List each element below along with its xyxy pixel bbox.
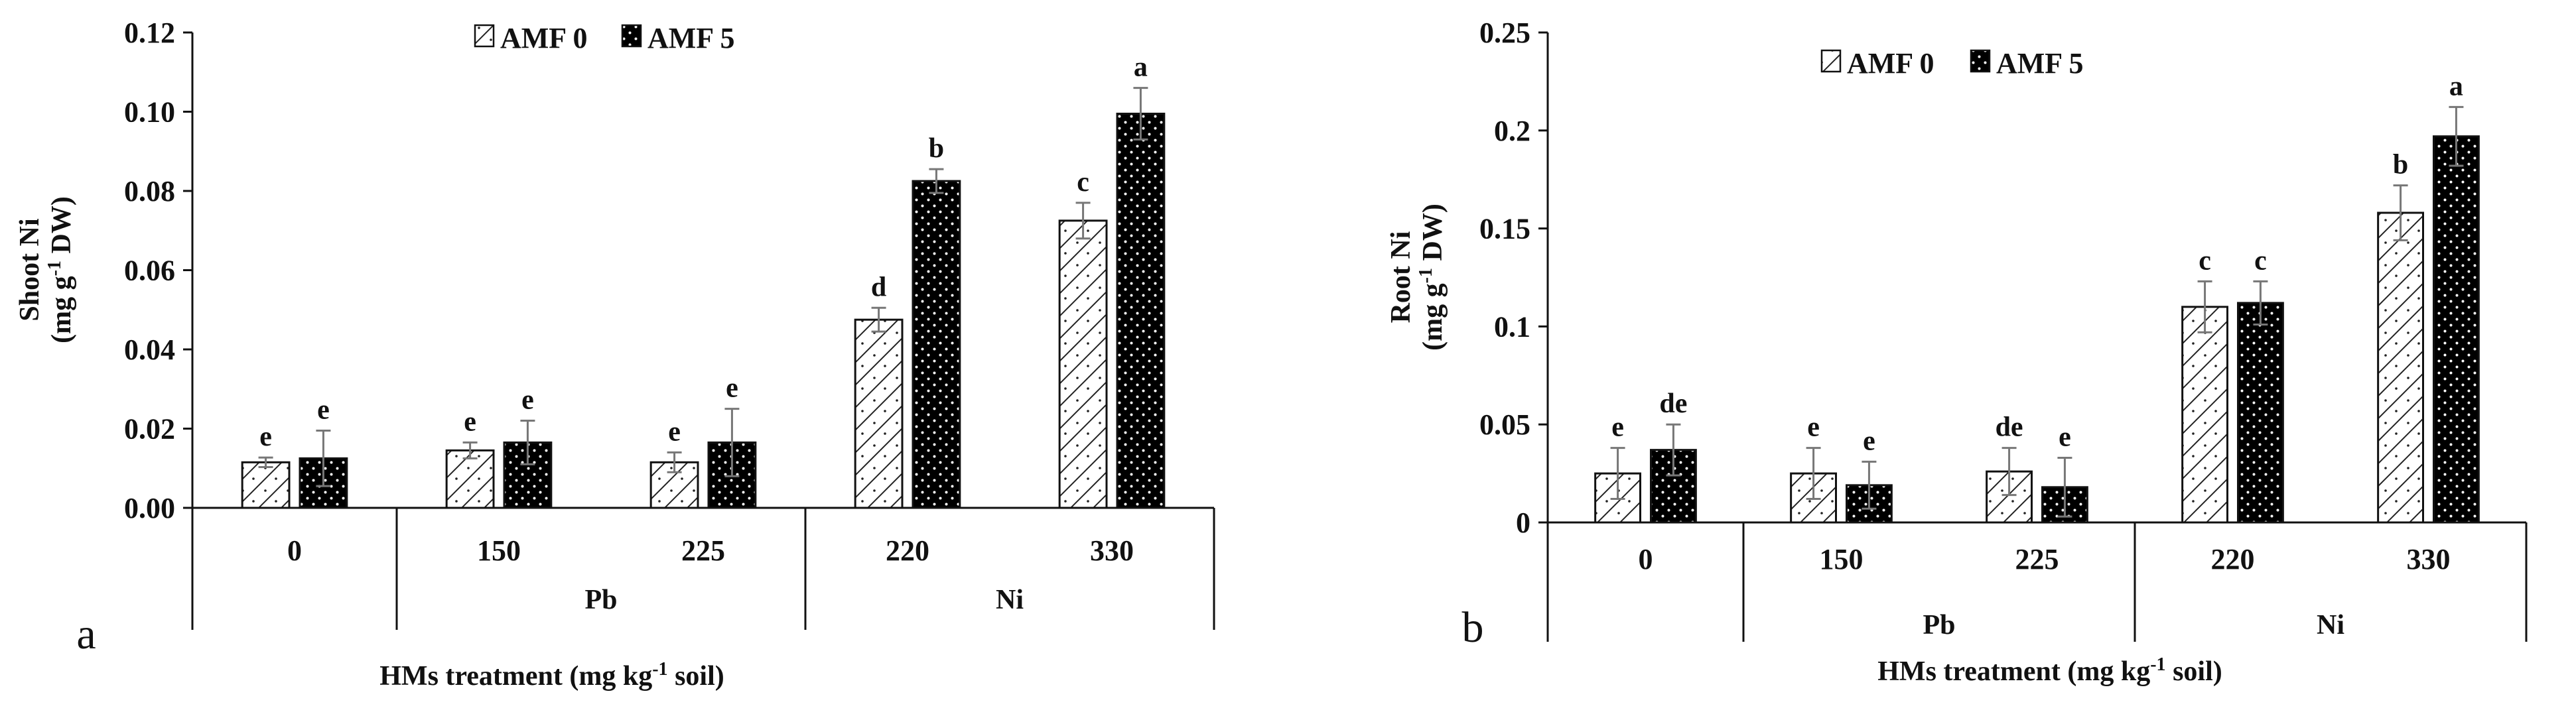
y-tick-label: 0.25 bbox=[1479, 17, 1530, 49]
group-label: Pb bbox=[584, 585, 617, 615]
y-tick-label: 0.2 bbox=[1494, 115, 1530, 147]
bar bbox=[2237, 302, 2284, 524]
category-label: 150 bbox=[1820, 543, 1864, 575]
panel-label: a bbox=[76, 610, 96, 658]
y-axis-label-line1: Root Ni bbox=[1386, 231, 1416, 323]
group-label: Pb bbox=[1923, 610, 1955, 640]
bar bbox=[854, 318, 904, 509]
legend-swatch bbox=[1820, 49, 1842, 73]
chart-panel-b: 0 0.05 0.1 0.15 0.2 0.25 0 150 225 220 330 Pb Ni e e de… bbox=[1386, 17, 2528, 688]
significance-label: e bbox=[1807, 412, 1820, 443]
x-axis-label: HMs treatment (mg kg-1 soil) bbox=[1877, 654, 2222, 688]
y-tick-label: 0.00 bbox=[124, 492, 175, 524]
bar bbox=[1986, 470, 2033, 524]
y-tick-label: 0.12 bbox=[124, 17, 175, 49]
significance-label: c bbox=[2254, 245, 2267, 276]
legend-label: AMF 0 bbox=[500, 22, 588, 54]
bar bbox=[1058, 219, 1108, 509]
y-tick-label: 0.04 bbox=[124, 333, 175, 366]
category-label: 0 bbox=[1639, 543, 1653, 575]
significance-label: a bbox=[1134, 52, 1148, 83]
significance-label: b bbox=[2393, 150, 2408, 180]
y-tick-label: 0.08 bbox=[124, 175, 175, 208]
significance-label: a bbox=[2449, 71, 2463, 101]
significance-label: e bbox=[726, 373, 738, 404]
significance-label: e bbox=[259, 422, 272, 452]
significance-label: e bbox=[521, 385, 534, 416]
legend-label: AMF 0 bbox=[1847, 47, 1934, 80]
category-label: 0 bbox=[287, 534, 302, 567]
y-axis-label-line1: Shoot Ni bbox=[15, 218, 45, 322]
bar bbox=[445, 449, 495, 509]
bar bbox=[2181, 306, 2228, 524]
group-label: Ni bbox=[2317, 610, 2344, 640]
significance-label: e bbox=[2059, 422, 2071, 452]
y-tick-label: 0.05 bbox=[1479, 408, 1530, 441]
legend-label: AMF 5 bbox=[1996, 47, 2084, 80]
y-axis-label-line2: (mg g-1 DW) bbox=[1416, 204, 1449, 351]
legend-label: AMF 5 bbox=[647, 22, 735, 54]
panel-label: b bbox=[1462, 603, 1484, 652]
bar bbox=[241, 461, 291, 509]
significance-label: c bbox=[2199, 245, 2211, 276]
category-label: 330 bbox=[1090, 534, 1134, 567]
y-tick-label: 0 bbox=[1516, 507, 1530, 539]
bar bbox=[912, 180, 961, 509]
category-label: 150 bbox=[477, 534, 521, 567]
chart-panel-a: 0.00 0.02 0.04 0.06 0.08 0.10 0.12 0 150 225 220 33… bbox=[15, 17, 1215, 692]
group-label: Ni bbox=[996, 585, 1024, 615]
legend-swatch bbox=[1970, 49, 1991, 73]
y-axis-label: Shoot Ni (mg g-1 DW) bbox=[15, 196, 77, 343]
significance-label: e bbox=[668, 416, 681, 447]
category-label: 330 bbox=[2407, 543, 2451, 575]
y-tick-label: 0.10 bbox=[124, 96, 175, 129]
category-label: 220 bbox=[2211, 543, 2255, 575]
x-axis-label: HMs treatment (mg kg-1 soil) bbox=[379, 659, 724, 692]
bar bbox=[2377, 211, 2424, 524]
significance-label: d bbox=[871, 272, 886, 302]
y-tick-label: 0.06 bbox=[124, 255, 175, 287]
legend-swatch bbox=[621, 24, 642, 48]
legend-swatch bbox=[474, 24, 495, 48]
significance-label: e bbox=[464, 406, 476, 437]
significance-label: de bbox=[1659, 389, 1687, 419]
significance-label: e bbox=[1611, 412, 1624, 443]
significance-label: de bbox=[1996, 412, 2023, 443]
significance-label: b bbox=[929, 133, 944, 164]
significance-label: c bbox=[1077, 167, 1089, 198]
y-axis-label-line2: (mg g-1 DW) bbox=[44, 196, 78, 343]
bar bbox=[2433, 135, 2480, 524]
bar bbox=[1790, 472, 1837, 524]
y-tick-label: 0.15 bbox=[1479, 213, 1530, 245]
y-tick-label: 0.02 bbox=[124, 413, 175, 446]
legend: AMF 0 AMF 5 bbox=[1820, 47, 2084, 80]
category-label: 225 bbox=[681, 534, 725, 567]
y-tick-label: 0.1 bbox=[1494, 310, 1530, 343]
legend: AMF 0 AMF 5 bbox=[474, 22, 735, 54]
y-axis-label: Root Ni (mg g-1 DW) bbox=[1386, 204, 1448, 351]
category-label: 220 bbox=[886, 534, 929, 567]
bar bbox=[1116, 112, 1166, 509]
significance-label: e bbox=[1863, 426, 1875, 456]
category-label: 225 bbox=[2015, 543, 2059, 575]
significance-label: e bbox=[317, 394, 330, 425]
